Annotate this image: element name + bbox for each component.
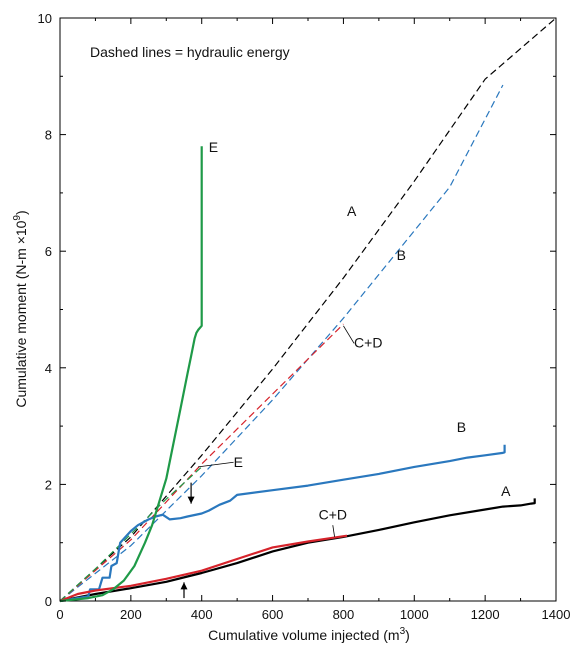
label-leader-line (332, 525, 335, 537)
chart-annotation: Dashed lines = hydraulic energy (90, 44, 290, 60)
series-line-c-d-solid (59, 534, 348, 603)
y-tick-label: 2 (45, 477, 52, 492)
x-tick-label: 400 (191, 607, 213, 622)
y-tick-label: 4 (45, 361, 52, 376)
series-layer (59, 17, 557, 603)
series-label: E (234, 454, 243, 470)
series-labels: E A B C+D E B A C+D (180, 139, 511, 599)
series-label: B (397, 247, 406, 263)
series-label: B (457, 419, 466, 435)
label-leader-line (198, 461, 234, 468)
series-label: E (209, 139, 218, 155)
series-line-b-solid (59, 444, 506, 603)
series-label: C+D (319, 506, 347, 522)
y-tick-label: 6 (45, 244, 52, 259)
series-line-c-d-dashed (59, 323, 344, 602)
x-tick-label: 600 (262, 607, 284, 622)
axis-ticks: 0 200 400 600 800 1000 1200 1400 0 2 4 6 8 10 (38, 11, 571, 622)
x-tick-label: 800 (333, 607, 355, 622)
series-label: A (501, 483, 511, 499)
series-label: C+D (354, 334, 382, 350)
x-tick-label: 1400 (542, 607, 571, 622)
x-tick-label: 1200 (471, 607, 500, 622)
x-tick-label: 200 (120, 607, 142, 622)
series-label: A (347, 203, 357, 219)
y-tick-label: 10 (38, 11, 52, 26)
x-tick-label: 0 (56, 607, 63, 622)
arrow-head (187, 496, 195, 504)
y-tick-label: 8 (45, 128, 52, 143)
label-leader-line (343, 325, 355, 344)
x-axis-label: Cumulative volume injected (m3) (208, 626, 410, 643)
series-line-e-solid (59, 146, 203, 603)
x-tick-label: 1000 (400, 607, 429, 622)
arrow-head (180, 582, 188, 590)
y-axis-label: Cumulative moment (N-m ×109) (12, 210, 29, 407)
y-tick-label: 0 (45, 594, 52, 609)
